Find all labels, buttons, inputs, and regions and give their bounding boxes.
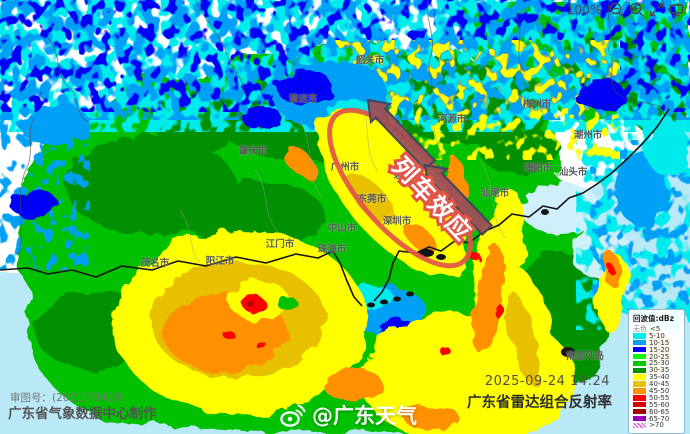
producer-credit: 广东省气象数据中心制作 <box>8 406 157 422</box>
echo-red-layer <box>224 253 614 357</box>
zoom-in-icon[interactable] <box>629 2 644 17</box>
legend-color-swatch <box>633 422 646 429</box>
legend-range-label: 45-50 <box>649 386 670 395</box>
legend-color-swatch <box>633 360 646 367</box>
legend-row: 65-70 <box>633 414 680 423</box>
legend-color-swatch <box>633 388 646 394</box>
legend-title: 回波值:dBz <box>633 314 674 323</box>
legend-no-echo-label: 无色 <box>633 324 647 333</box>
legend-range-label: 60-65 <box>649 407 670 416</box>
legend-range-label: >70 <box>649 421 664 430</box>
legend-panel: 回波值:dBz 无色 <5 5-10 10-15 15-20 20-25 25-30 30… <box>628 309 685 434</box>
legend-color-swatch <box>633 346 646 353</box>
fullscreen-icon[interactable] <box>649 2 664 17</box>
legend-row: 20-25 <box>633 352 680 361</box>
legend-range-label: 15-20 <box>649 345 670 354</box>
legend-range-label: 55-60 <box>649 400 670 409</box>
legend-row: 25-30 <box>633 359 680 368</box>
legend-row: 55-60 <box>633 400 680 409</box>
legend-range-label: 5-10 <box>649 331 665 340</box>
legend-color-swatch <box>633 374 646 380</box>
legend-row: 35-40 <box>633 373 680 382</box>
screen-icon[interactable] <box>669 2 684 17</box>
legend-color-swatch <box>633 415 646 422</box>
legend-color-swatch <box>633 395 646 401</box>
legend-range-label: 40-45 <box>649 380 670 389</box>
legend-no-echo-value: <5 <box>650 324 661 333</box>
legend-range-label: 25-30 <box>649 359 670 368</box>
zoom-out-icon[interactable] <box>609 2 624 17</box>
legend-color-swatch <box>633 401 646 408</box>
legend-row: 10-15 <box>633 338 680 347</box>
legend-row: 40-45 <box>633 380 680 389</box>
legend-color-swatch <box>633 381 646 387</box>
legend-rows: 5-10 10-15 15-20 20-25 25-30 30-35 35-40 40-45 4… <box>633 331 680 430</box>
legend-row: 30-35 <box>633 366 680 375</box>
legend-range-label: 10-15 <box>649 338 670 347</box>
legend-range-label: 65-70 <box>649 414 670 423</box>
legend-color-swatch <box>633 408 646 415</box>
legend-color-swatch <box>633 339 646 346</box>
legend-row: 50-55 <box>633 393 680 402</box>
viewer-toolbar: 100% <box>566 2 684 17</box>
legend-range-label: 20-25 <box>649 352 670 361</box>
watermark-text: @广东天气 <box>312 404 417 428</box>
observation-timestamp: 2025-09-24 14:24 <box>484 374 610 389</box>
weibo-icon <box>280 403 306 427</box>
legend-row: 45-50 <box>633 386 680 395</box>
legend-range-label: 35-40 <box>649 373 670 382</box>
legend-row: 60-65 <box>633 407 680 416</box>
legend-row: 15-20 <box>633 345 680 354</box>
legend-row: >70 <box>633 421 680 430</box>
legend-row: 5-10 <box>633 331 680 340</box>
legend-color-swatch <box>633 353 646 360</box>
legend-range-label: 30-35 <box>649 366 670 375</box>
zoom-level-indicator: 100% <box>566 2 602 17</box>
echo-core-max <box>246 301 254 307</box>
map-license-number: 审图号：(2021)7942号 <box>10 392 125 404</box>
legend-color-swatch <box>633 367 646 374</box>
watermark: @广东天气 <box>279 400 417 430</box>
admin-boundaries <box>17 0 670 256</box>
legend-color-swatch <box>633 333 646 339</box>
legend-range-label: 50-55 <box>649 393 670 402</box>
legend-row-no-echo: 无色 <5 <box>633 324 680 333</box>
product-title: 广东省雷达组合反射率 <box>467 395 612 411</box>
